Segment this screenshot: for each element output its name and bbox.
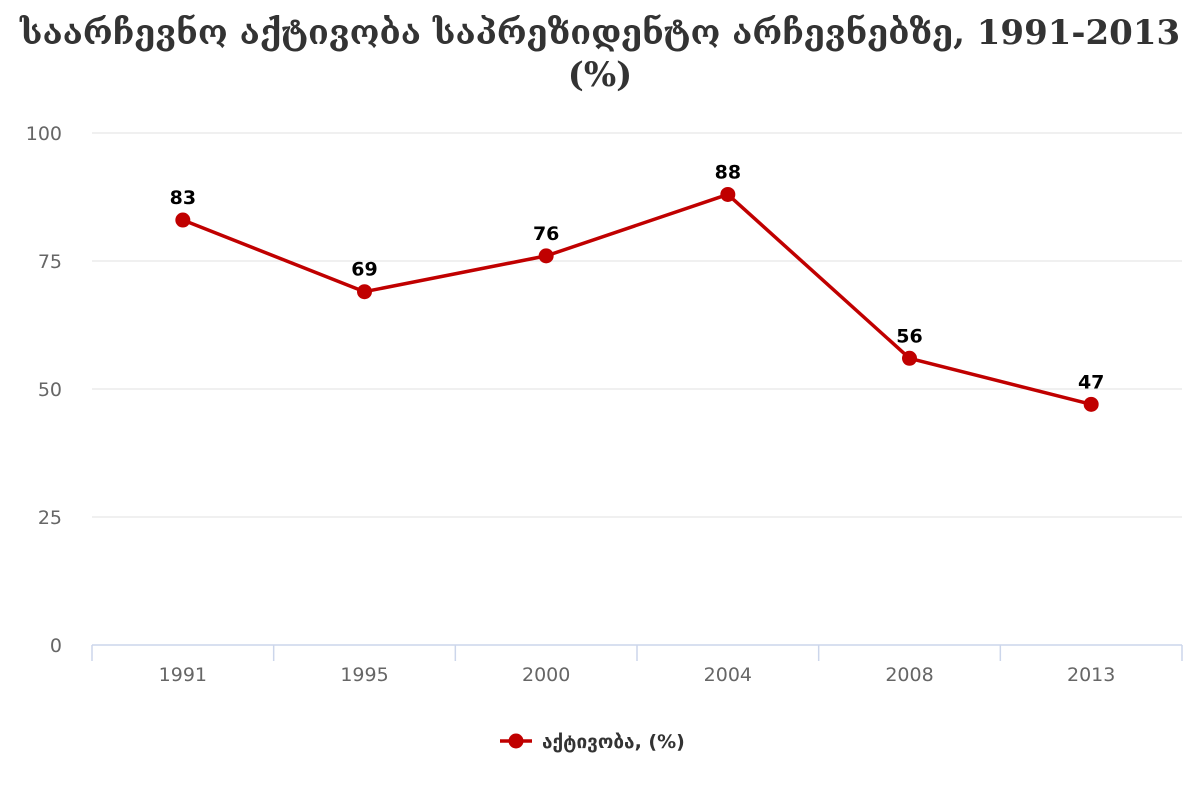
legend-label: აქტივობა, (%) — [542, 731, 685, 753]
data-label: 47 — [1078, 371, 1104, 393]
data-label: 76 — [533, 223, 559, 245]
data-label: 69 — [351, 259, 377, 281]
data-labels: 83 69 76 88 56 47 — [170, 161, 1105, 393]
x-tick-label: 1995 — [340, 664, 388, 686]
data-label: 83 — [170, 187, 196, 209]
data-point[interactable] — [175, 212, 191, 228]
x-tick-label: 2008 — [885, 664, 933, 686]
data-point[interactable] — [538, 248, 554, 264]
legend-marker — [508, 733, 524, 749]
data-label: 88 — [715, 161, 741, 183]
y-tick-label: 0 — [50, 635, 62, 657]
chart-title: საარჩევნო აქტივობა საპრეზიდენტო არჩევნებ… — [19, 13, 1181, 95]
x-axis: 1991 1995 2000 2004 2008 2013 — [91, 644, 1183, 686]
x-tick-label: 2013 — [1067, 664, 1115, 686]
y-axis-ticks: 0 25 50 75 100 — [26, 123, 62, 657]
grid-lines — [92, 132, 1182, 518]
data-label: 56 — [896, 325, 922, 347]
y-tick-label: 100 — [26, 123, 62, 145]
legend[interactable]: აქტივობა, (%) — [500, 731, 685, 753]
data-point[interactable] — [357, 284, 372, 300]
y-tick-label: 50 — [38, 379, 62, 401]
series-line — [181, 192, 1093, 407]
x-tick-label: 2000 — [522, 664, 570, 686]
y-tick-label: 75 — [38, 251, 62, 273]
y-tick-label: 25 — [38, 507, 62, 529]
x-tick-label: 2004 — [704, 664, 752, 686]
legend-item[interactable]: აქტივობა, (%) — [500, 731, 685, 753]
data-point[interactable] — [720, 186, 736, 202]
data-point[interactable] — [902, 350, 917, 366]
x-tick-label: 1991 — [159, 664, 207, 686]
series-layer — [175, 186, 1099, 412]
data-point[interactable] — [1083, 396, 1099, 412]
